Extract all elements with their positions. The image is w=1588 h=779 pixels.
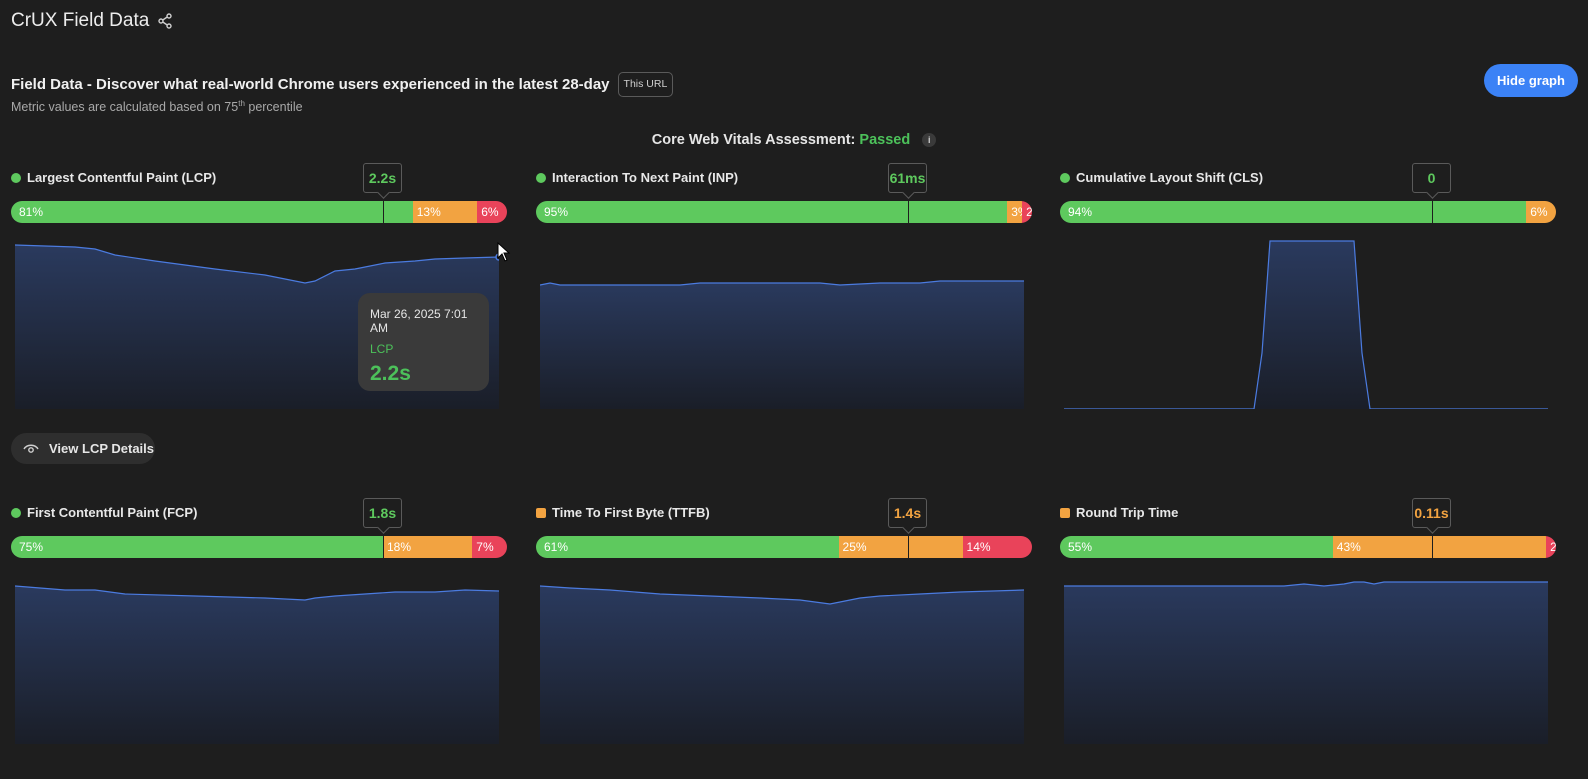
p75-marker bbox=[908, 201, 909, 223]
cwv-assessment: Core Web Vitals Assessment: Passed i bbox=[0, 132, 1588, 148]
bar-segment-poor: 7% bbox=[472, 536, 507, 558]
distribution-bar: 81% 13% 6% bbox=[11, 201, 507, 223]
graph-line bbox=[540, 585, 1024, 605]
p75-marker bbox=[908, 536, 909, 558]
bar-segment-ni: 43% bbox=[1332, 536, 1547, 558]
metric-title-fcp: First Contentful Paint (FCP) bbox=[11, 505, 197, 520]
graph-line bbox=[1064, 581, 1548, 587]
bar-segment-poor: 2% bbox=[1546, 536, 1556, 558]
p75-marker bbox=[383, 201, 384, 223]
bar-segment-good: 55% bbox=[1060, 536, 1333, 558]
graph-line bbox=[15, 585, 499, 601]
bar-segment-good: 75% bbox=[11, 536, 383, 558]
info-icon[interactable]: i bbox=[922, 133, 937, 147]
metric-title-text: Interaction To Next Paint (INP) bbox=[552, 170, 739, 185]
lcp-tooltip: Mar 26, 2025 7:01 AM LCP 2.2s bbox=[358, 293, 489, 391]
metric-title-text: Time To First Byte (TTFB) bbox=[552, 505, 710, 520]
distribution-bar: 95%3%2% bbox=[536, 201, 1032, 223]
field-data-headline: Field Data - Discover what real-world Ch… bbox=[11, 72, 674, 97]
metric-card-ttfb: Time To First Byte (TTFB) 1.4s 61% 25% 14% bbox=[536, 498, 1042, 758]
tooltip-metric: LCP bbox=[370, 342, 394, 356]
scope-badge[interactable]: This URL bbox=[617, 72, 674, 97]
metric-title-ttfb: Time To First Byte (TTFB) bbox=[536, 505, 710, 520]
view-lcp-details-label: View LCP Details bbox=[49, 441, 155, 456]
metric-card-inp: Interaction To Next Paint (INP) 61ms 95%3%… bbox=[536, 163, 1042, 423]
history-graph[interactable] bbox=[540, 233, 1024, 409]
graph-line bbox=[540, 280, 1024, 286]
bar-segment-ni: 6% bbox=[1526, 201, 1556, 223]
metric-card-cls: Cumulative Layout Shift (CLS) 0 94% 6% bbox=[1060, 163, 1566, 423]
mouse-cursor-icon bbox=[497, 242, 511, 262]
eye-icon bbox=[23, 444, 39, 453]
distribution-bar: 55%43%2% bbox=[1060, 536, 1556, 558]
status-indicator-icon bbox=[536, 507, 546, 518]
bar-segment-good: 94% bbox=[1060, 201, 1527, 223]
status-indicator-icon bbox=[11, 172, 21, 183]
graph-area bbox=[540, 281, 1024, 409]
p75-value-label: 0.11s bbox=[1412, 498, 1451, 528]
share-icon[interactable] bbox=[157, 13, 173, 29]
percentile-note-sup: th bbox=[238, 99, 245, 108]
assessment-label: Core Web Vitals Assessment: bbox=[651, 132, 856, 148]
metric-title-lcp: Largest Contentful Paint (LCP) bbox=[11, 170, 216, 185]
percentile-note-suffix: percentile bbox=[244, 100, 303, 114]
p75-marker bbox=[383, 536, 384, 558]
graph-area bbox=[540, 586, 1024, 744]
view-lcp-details-button[interactable]: View LCP Details bbox=[11, 433, 155, 464]
hide-graph-button[interactable]: Hide graph bbox=[1484, 64, 1578, 97]
status-indicator-icon bbox=[1060, 172, 1070, 183]
p75-value-label: 0 bbox=[1412, 163, 1451, 193]
bar-segment-ni: 25% bbox=[838, 536, 963, 558]
graph-line bbox=[15, 244, 499, 284]
history-graph[interactable] bbox=[1064, 233, 1548, 409]
bar-segment-good: 95% bbox=[536, 201, 1008, 223]
metric-card-rtt: Round Trip Time 0.11s 55%43%2% bbox=[1060, 498, 1566, 758]
bar-segment-ni: 13% bbox=[412, 201, 478, 223]
bar-segment-good: 81% bbox=[11, 201, 413, 223]
graph-area bbox=[15, 586, 499, 744]
status-indicator-icon bbox=[536, 172, 546, 183]
graph-area bbox=[1064, 241, 1548, 409]
metric-title-text: Cumulative Layout Shift (CLS) bbox=[1076, 170, 1264, 185]
bar-segment-poor: 6% bbox=[477, 201, 507, 223]
bar-segment-good: 61% bbox=[536, 536, 839, 558]
history-graph[interactable] bbox=[15, 568, 499, 744]
history-graph[interactable] bbox=[540, 568, 1024, 744]
assessment-status: Passed bbox=[859, 132, 911, 148]
bar-segment-poor: 14% bbox=[962, 536, 1032, 558]
percentile-note-text: Metric values are calculated based on 75 bbox=[11, 100, 239, 114]
p75-value-label: 61ms bbox=[888, 163, 927, 193]
status-indicator-icon bbox=[1060, 507, 1070, 518]
p75-value-label: 2.2s bbox=[363, 163, 402, 193]
distribution-bar: 61% 25% 14% bbox=[536, 536, 1032, 558]
metric-title-rtt: Round Trip Time bbox=[1060, 505, 1178, 520]
bar-segment-ni: 18% bbox=[383, 536, 473, 558]
graph-line bbox=[1064, 240, 1548, 409]
percentile-note: Metric values are calculated based on 75… bbox=[11, 99, 303, 114]
p75-marker bbox=[1432, 536, 1433, 558]
tooltip-value: 2.2s bbox=[370, 362, 411, 385]
distribution-bar: 94% 6% bbox=[1060, 201, 1556, 223]
bar-segment-poor: 2% bbox=[1022, 201, 1032, 223]
p75-value-label: 1.8s bbox=[363, 498, 402, 528]
metric-title-text: Round Trip Time bbox=[1076, 505, 1179, 520]
distribution-bar: 75% 18% 7% bbox=[11, 536, 507, 558]
app-title: CrUX Field Data bbox=[11, 10, 173, 32]
p75-value-label: 1.4s bbox=[888, 498, 927, 528]
tooltip-date: Mar 26, 2025 7:01 AM bbox=[370, 307, 468, 335]
page-title: CrUX Field Data bbox=[11, 10, 150, 31]
metric-title-cls: Cumulative Layout Shift (CLS) bbox=[1060, 170, 1263, 185]
metric-card-fcp: First Contentful Paint (FCP) 1.8s 75% 18% 7% bbox=[11, 498, 517, 758]
bar-segment-ni: 3% bbox=[1007, 201, 1023, 223]
metric-title-inp: Interaction To Next Paint (INP) bbox=[536, 170, 738, 185]
status-indicator-icon bbox=[11, 507, 21, 518]
metric-title-text: Largest Contentful Paint (LCP) bbox=[27, 170, 217, 185]
headline-text: Field Data - Discover what real-world Ch… bbox=[11, 75, 610, 93]
history-graph[interactable] bbox=[1064, 568, 1548, 744]
p75-marker bbox=[1432, 201, 1433, 223]
graph-area bbox=[1064, 582, 1548, 744]
metric-title-text: First Contentful Paint (FCP) bbox=[27, 505, 198, 520]
